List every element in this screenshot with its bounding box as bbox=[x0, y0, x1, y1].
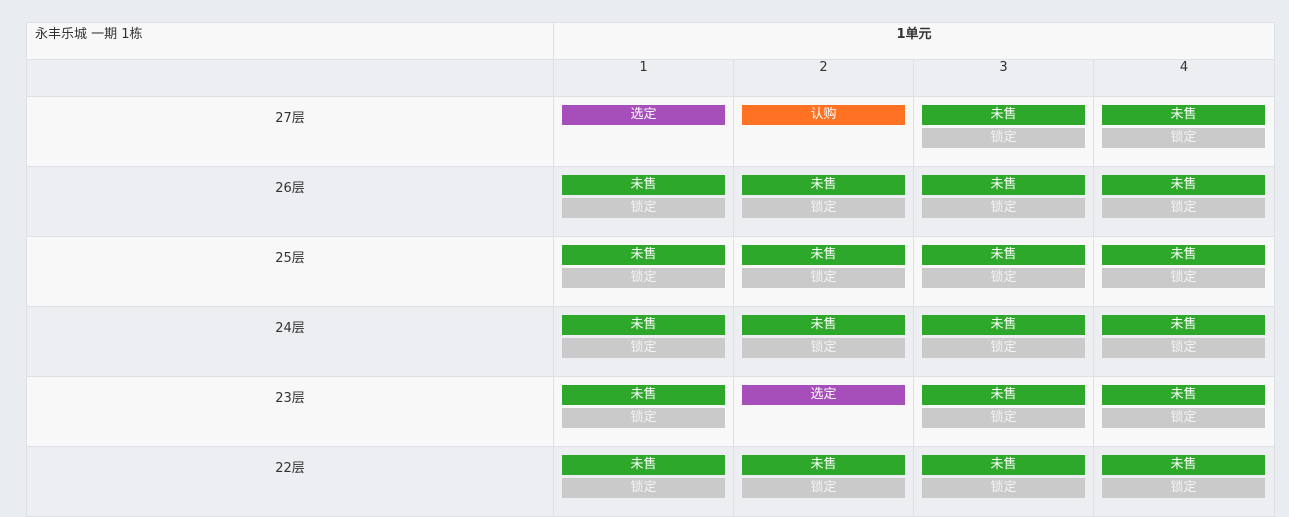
floor-label: 26层 bbox=[26, 166, 554, 237]
room-status-button[interactable]: 选定 bbox=[742, 385, 905, 405]
lock-button[interactable]: 锁定 bbox=[922, 478, 1085, 498]
room-status-button[interactable]: 认购 bbox=[742, 105, 905, 125]
room-status-button[interactable]: 未售 bbox=[922, 315, 1085, 335]
room-status-button[interactable]: 未售 bbox=[1102, 245, 1265, 265]
room-status-button[interactable]: 未售 bbox=[562, 455, 725, 475]
floor-row: 27层 选定 认购 未售 锁定 未售 锁定 bbox=[26, 96, 1276, 167]
lock-button[interactable]: 锁定 bbox=[742, 338, 905, 358]
room-cell: 未售 锁定 bbox=[913, 96, 1094, 167]
lock-button[interactable]: 锁定 bbox=[562, 338, 725, 358]
room-status-button[interactable]: 未售 bbox=[742, 245, 905, 265]
room-cell: 未售 锁定 bbox=[1092, 306, 1276, 377]
lock-button[interactable]: 锁定 bbox=[922, 338, 1085, 358]
lock-button[interactable]: 锁定 bbox=[562, 198, 725, 218]
room-status-button[interactable]: 未售 bbox=[742, 175, 905, 195]
room-cell: 未售 锁定 bbox=[553, 236, 734, 307]
unit-title: 1单元 bbox=[552, 22, 1276, 60]
room-status-button[interactable]: 未售 bbox=[562, 315, 725, 335]
lock-button[interactable]: 锁定 bbox=[742, 478, 905, 498]
room-status-button[interactable]: 未售 bbox=[562, 385, 725, 405]
floor-row: 26层 未售 锁定 未售 锁定 未售 锁定 未售 锁定 bbox=[26, 166, 1276, 237]
lock-button[interactable]: 锁定 bbox=[742, 198, 905, 218]
room-number-1: 1 bbox=[553, 59, 734, 97]
room-cell: 未售 锁定 bbox=[1092, 96, 1276, 167]
room-cell: 未售 锁定 bbox=[733, 446, 914, 517]
lock-button[interactable]: 锁定 bbox=[562, 268, 725, 288]
room-cell: 未售 锁定 bbox=[913, 166, 1094, 237]
room-cell: 未售 锁定 bbox=[1092, 236, 1276, 307]
room-cell: 未售 锁定 bbox=[553, 446, 734, 517]
floor-label: 25层 bbox=[26, 236, 554, 307]
room-number-3: 3 bbox=[913, 59, 1094, 97]
lock-button[interactable]: 锁定 bbox=[562, 408, 725, 428]
room-status-button[interactable]: 未售 bbox=[922, 455, 1085, 475]
room-cell: 未售 锁定 bbox=[913, 236, 1094, 307]
room-cell: 未售 锁定 bbox=[553, 306, 734, 377]
room-status-button[interactable]: 未售 bbox=[742, 455, 905, 475]
room-cell: 未售 锁定 bbox=[913, 376, 1094, 447]
header-row: 永丰乐城 一期 1栋 1单元 bbox=[26, 22, 1276, 60]
floor-label: 23层 bbox=[26, 376, 554, 447]
room-cell: 未售 锁定 bbox=[1092, 376, 1276, 447]
lock-button[interactable]: 锁定 bbox=[1102, 198, 1265, 218]
lock-button[interactable]: 锁定 bbox=[1102, 268, 1265, 288]
room-status-button[interactable]: 未售 bbox=[922, 385, 1085, 405]
room-status-button[interactable]: 未售 bbox=[922, 175, 1085, 195]
room-cell: 未售 锁定 bbox=[733, 166, 914, 237]
room-status-button[interactable]: 未售 bbox=[922, 105, 1085, 125]
room-cell: 未售 锁定 bbox=[553, 166, 734, 237]
lock-button[interactable]: 锁定 bbox=[922, 268, 1085, 288]
lock-button[interactable]: 锁定 bbox=[742, 268, 905, 288]
lock-button[interactable]: 锁定 bbox=[1102, 128, 1265, 148]
floor-row: 25层 未售 锁定 未售 锁定 未售 锁定 未售 锁定 bbox=[26, 236, 1276, 307]
room-cell: 未售 锁定 bbox=[1092, 166, 1276, 237]
room-number-2: 2 bbox=[733, 59, 914, 97]
room-grid-container: 永丰乐城 一期 1栋 1单元 1 2 3 4 27层 选定 认购 未售 锁定 未售 锁定 26… bbox=[26, 22, 1276, 517]
floor-label: 27层 bbox=[26, 96, 554, 167]
room-status-button[interactable]: 选定 bbox=[562, 105, 725, 125]
floor-label: 22层 bbox=[26, 446, 554, 517]
room-status-button[interactable]: 未售 bbox=[1102, 105, 1265, 125]
room-cell: 选定 bbox=[733, 376, 914, 447]
lock-button[interactable]: 锁定 bbox=[922, 408, 1085, 428]
lock-button[interactable]: 锁定 bbox=[922, 198, 1085, 218]
lock-button[interactable]: 锁定 bbox=[562, 478, 725, 498]
room-status-button[interactable]: 未售 bbox=[562, 245, 725, 265]
room-cell: 未售 锁定 bbox=[913, 446, 1094, 517]
lock-button[interactable]: 锁定 bbox=[1102, 338, 1265, 358]
room-status-button[interactable]: 未售 bbox=[1102, 385, 1265, 405]
room-cell: 认购 bbox=[733, 96, 914, 167]
room-status-table: 永丰乐城 一期 1栋 1单元 1 2 3 4 27层 选定 认购 未售 锁定 未售 锁定 26… bbox=[26, 22, 1276, 517]
floor-row: 22层 未售 锁定 未售 锁定 未售 锁定 未售 锁定 bbox=[26, 446, 1276, 517]
room-cell: 未售 锁定 bbox=[913, 306, 1094, 377]
room-number-4: 4 bbox=[1092, 59, 1276, 97]
room-status-button[interactable]: 未售 bbox=[1102, 455, 1265, 475]
floor-row: 23层 未售 锁定 选定 未售 锁定 未售 锁定 bbox=[26, 376, 1276, 447]
floor-label: 24层 bbox=[26, 306, 554, 377]
lock-button[interactable]: 锁定 bbox=[1102, 478, 1265, 498]
room-status-button[interactable]: 未售 bbox=[562, 175, 725, 195]
room-status-button[interactable]: 未售 bbox=[1102, 315, 1265, 335]
room-cell: 选定 bbox=[553, 96, 734, 167]
room-cell: 未售 锁定 bbox=[1092, 446, 1276, 517]
room-status-button[interactable]: 未售 bbox=[742, 315, 905, 335]
room-cell: 未售 锁定 bbox=[733, 236, 914, 307]
room-cell: 未售 锁定 bbox=[733, 306, 914, 377]
room-number-spacer bbox=[26, 59, 554, 97]
room-status-button[interactable]: 未售 bbox=[1102, 175, 1265, 195]
project-title: 永丰乐城 一期 1栋 bbox=[26, 22, 554, 60]
room-number-row: 1 2 3 4 bbox=[26, 59, 1276, 97]
room-status-button[interactable]: 未售 bbox=[922, 245, 1085, 265]
floor-row: 24层 未售 锁定 未售 锁定 未售 锁定 未售 锁定 bbox=[26, 306, 1276, 377]
room-cell: 未售 锁定 bbox=[553, 376, 734, 447]
lock-button[interactable]: 锁定 bbox=[1102, 408, 1265, 428]
lock-button[interactable]: 锁定 bbox=[922, 128, 1085, 148]
